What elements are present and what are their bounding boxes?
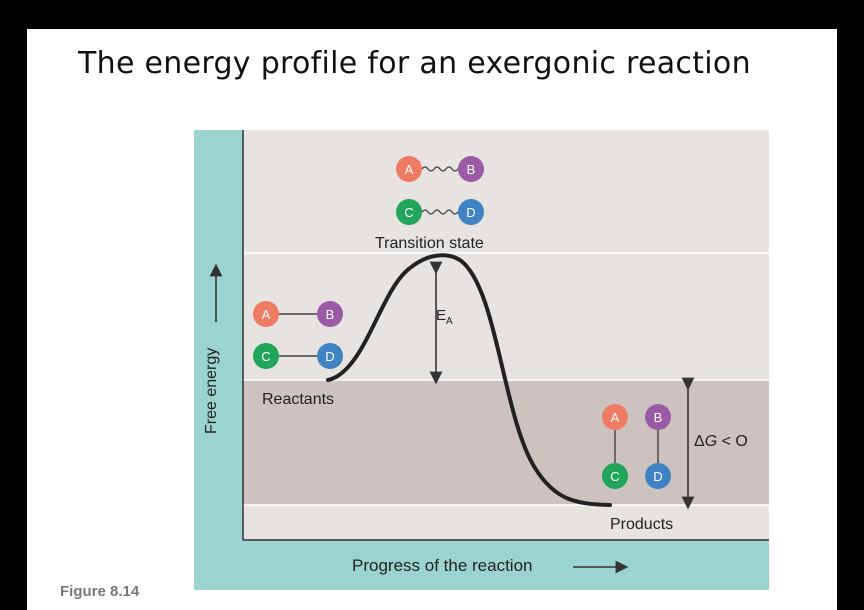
molecule-b-label: B [467, 162, 476, 177]
products-label: Products [610, 516, 673, 533]
molecule-d-label: D [325, 349, 334, 364]
molecule-b-label: B [654, 410, 663, 425]
y-axis-label: Free energy [203, 348, 220, 434]
figure-label: Figure 8.14 [60, 583, 140, 600]
energy-band [243, 380, 769, 505]
transition-state-label: Transition state [375, 235, 484, 252]
molecule-d-label: D [653, 469, 662, 484]
molecule-a [253, 301, 279, 327]
delta-g-label: ΔG < O [694, 433, 748, 450]
molecule-a-label: A [405, 162, 414, 177]
partial-bond-ab [421, 166, 465, 172]
slide-title: The energy profile for an exergonic reac… [78, 46, 751, 81]
molecule-b [317, 301, 343, 327]
molecule-a-label: A [611, 410, 620, 425]
molecule-d [458, 199, 484, 225]
activation-energy-label: EA [436, 307, 453, 327]
molecule-d [317, 343, 343, 369]
molecule-b [458, 156, 484, 182]
molecule-c-label: C [261, 349, 270, 364]
molecule-c [396, 199, 422, 225]
molecule-b [645, 404, 671, 430]
molecule-a-label: A [262, 307, 271, 322]
partial-bond-cd [421, 209, 465, 215]
molecule-c [602, 463, 628, 489]
molecule-c-label: C [404, 205, 413, 220]
molecule-b-label: B [326, 307, 335, 322]
transition-state-molecules: A B C D [396, 156, 484, 225]
x-axis-label: Progress of the reaction [352, 556, 532, 575]
reactants-label: Reactants [262, 391, 334, 408]
molecule-a [396, 156, 422, 182]
molecule-d-label: D [466, 205, 475, 220]
molecule-d [645, 463, 671, 489]
molecule-a [602, 404, 628, 430]
molecule-c-label: C [610, 469, 619, 484]
reactant-molecules: A B C D [253, 301, 343, 369]
energy-curve [326, 253, 612, 507]
product-molecules: A B C D [602, 404, 671, 489]
molecule-c [253, 343, 279, 369]
